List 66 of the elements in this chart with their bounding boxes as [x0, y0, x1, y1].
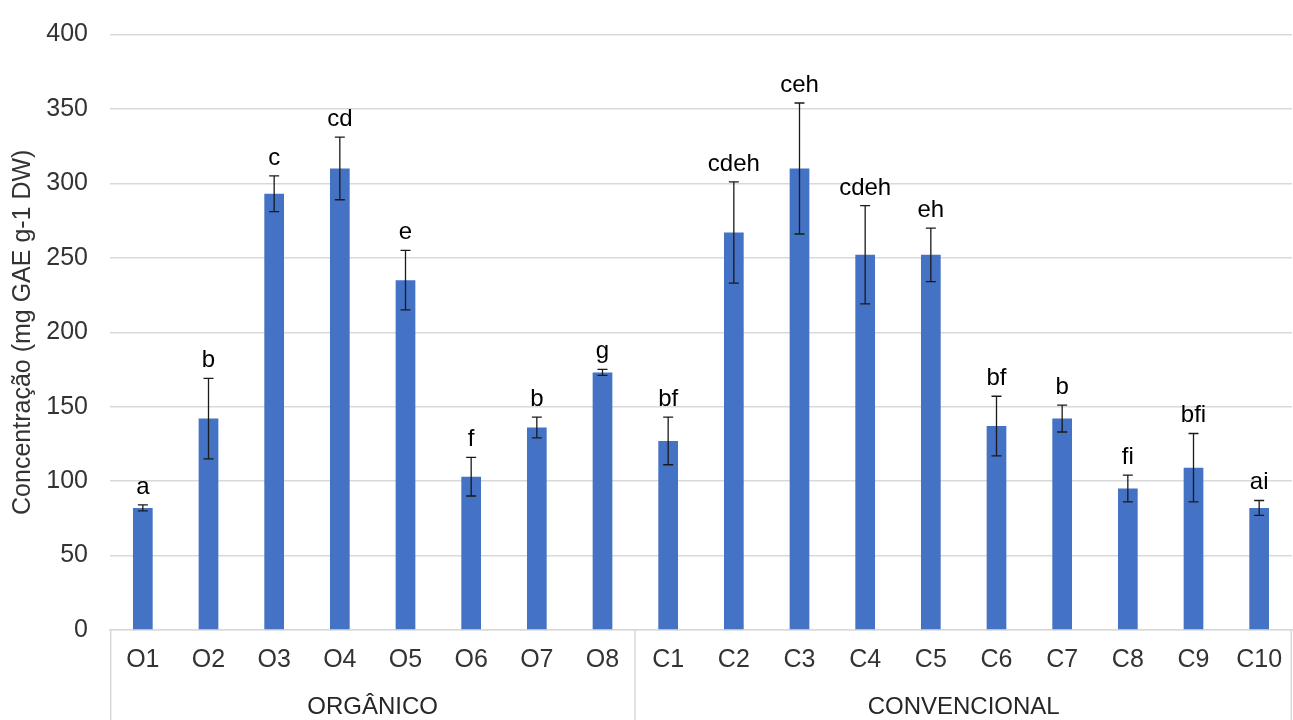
bar: [461, 476, 482, 630]
y-tick-label: 300: [46, 167, 88, 196]
bar: [1117, 488, 1138, 630]
x-tick-label: O4: [323, 644, 357, 673]
annotation: bfi: [1180, 400, 1207, 428]
y-tick-label: 50: [60, 539, 88, 568]
annotation: bf: [986, 363, 1007, 391]
annotation: eh: [917, 195, 945, 223]
annotation: cd: [327, 104, 353, 132]
x-tick-label: C5: [914, 644, 947, 673]
x-tick-label: O1: [126, 644, 160, 673]
bar: [526, 427, 547, 630]
bar: [592, 372, 613, 630]
bar: [198, 418, 219, 630]
text: ORGÂNICO: [307, 691, 439, 719]
x-tick-label: O8: [585, 644, 620, 673]
x-tick-label: C3: [783, 644, 816, 673]
x-tick-label: C4: [849, 644, 882, 673]
y-tick-label: 200: [46, 316, 88, 345]
bar: [789, 168, 810, 630]
y-axis-title: Concentração (mg GAE g-1 DW): [6, 149, 35, 515]
y-tick-label: 0: [74, 613, 88, 642]
annotation: f: [467, 424, 475, 452]
text: CONVENCIONAL: [867, 691, 1060, 719]
x-tick-label: C1: [652, 644, 685, 673]
annotation: fi: [1121, 442, 1134, 470]
annotation: cdeh: [839, 172, 892, 200]
bar: [855, 254, 876, 630]
annotation: b: [530, 384, 544, 412]
x-tick-label: C6: [980, 644, 1013, 673]
x-tick-label: C7: [1046, 644, 1079, 673]
x-tick-label: C9: [1177, 644, 1210, 673]
bar: [395, 280, 416, 630]
x-tick-label: O3: [257, 644, 291, 673]
annotation: g: [595, 336, 610, 364]
x-tick-label: C2: [717, 644, 750, 673]
y-tick-label: 100: [46, 465, 88, 494]
x-tick-label: O7: [520, 644, 554, 673]
annotation: a: [136, 471, 151, 499]
annotation: c: [268, 142, 281, 170]
annotation: bf: [658, 384, 679, 412]
bar: [1183, 467, 1204, 630]
y-tick-label: 400: [46, 18, 88, 47]
x-tick-label: O2: [191, 644, 226, 673]
x-tick-label: C10: [1236, 644, 1283, 673]
bar: [658, 440, 679, 630]
bar: [264, 193, 285, 630]
annotation: b: [1055, 372, 1069, 400]
y-tick-label: 150: [46, 390, 88, 419]
bar: [329, 168, 350, 630]
bar: [132, 507, 153, 630]
bar: [1052, 418, 1073, 630]
bar: [723, 232, 744, 630]
x-tick-label: C8: [1111, 644, 1144, 673]
annotation: ai: [1249, 467, 1269, 495]
x-tick-label: O6: [454, 644, 488, 673]
annotation: e: [398, 217, 413, 245]
annotation: cdeh: [707, 148, 760, 176]
annotation: b: [201, 345, 216, 373]
bar: [986, 426, 1007, 630]
annotation: ceh: [780, 69, 819, 97]
y-tick-label: 250: [46, 241, 88, 270]
y-tick-label: 350: [46, 92, 88, 121]
bar: [920, 254, 941, 630]
bar: [1249, 507, 1270, 630]
x-tick-label: O5: [388, 644, 423, 673]
